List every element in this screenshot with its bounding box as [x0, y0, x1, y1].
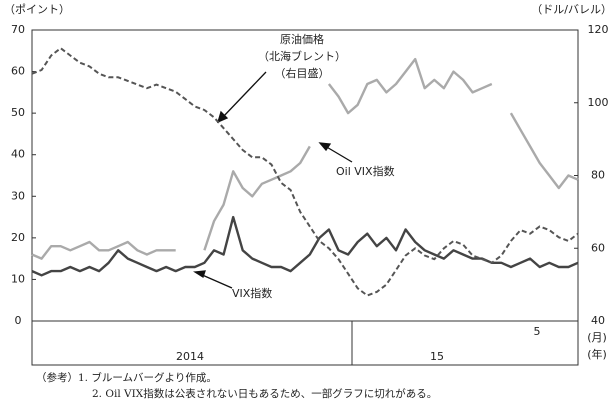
y-tick-label: 60 — [11, 65, 25, 78]
y2-unit: （ドル/バレル） — [531, 3, 612, 16]
y2-tick-label: 60 — [591, 241, 605, 254]
series-label: 原油価格 — [280, 32, 324, 46]
y-tick-label: 30 — [11, 189, 25, 202]
series-line — [31, 57, 579, 260]
note: 2. Oil VIX指数は公表されない日もあるため、一部グラフに切れがある。 — [92, 387, 437, 400]
series-line — [31, 47, 579, 297]
month-label: 5 — [534, 325, 541, 338]
series-label: VIX指数 — [232, 286, 272, 300]
y-tick-label: 70 — [11, 23, 25, 36]
y-tick-label: 50 — [11, 106, 25, 119]
y-tick-label: 20 — [11, 231, 25, 244]
y-tick-label: 0 — [15, 314, 22, 327]
series-line — [31, 215, 579, 277]
arrows — [193, 71, 353, 289]
y-unit: （ポイント） — [4, 3, 70, 16]
year-label: 15 — [430, 350, 444, 363]
plot-frame — [31, 29, 579, 366]
year-unit: (年) — [587, 347, 607, 361]
y2-tick-label: 40 — [591, 314, 605, 327]
y2-tick-label: 100 — [588, 96, 609, 109]
y-tick-label: 40 — [11, 148, 25, 161]
y2-tick-label: 120 — [588, 23, 609, 36]
series-annotation: （北海ブレント） — [258, 49, 346, 63]
note: （参考）1. ブルームバーグより作成。 — [36, 371, 217, 384]
month-unit: (月) — [587, 331, 607, 344]
y-tick-label: 10 — [11, 272, 25, 285]
series-annotation: （右目盛） — [275, 66, 330, 80]
year-label: 2014 — [176, 350, 204, 363]
series-label: Oil VIX指数 — [336, 164, 395, 178]
y2-tick-label: 80 — [591, 169, 605, 182]
